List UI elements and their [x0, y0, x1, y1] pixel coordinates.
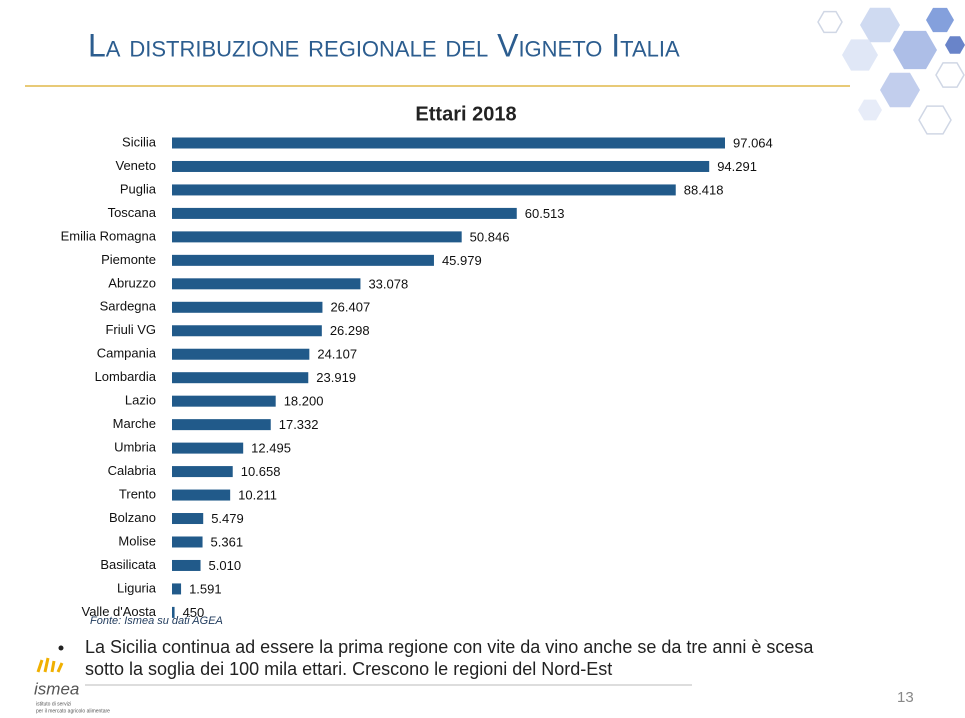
y-tick-label: Sicilia: [122, 134, 157, 149]
value-label: 88.418: [684, 182, 724, 197]
bar: [172, 325, 322, 337]
bar: [172, 231, 462, 243]
logo-tagline: per il mercato agricolo alimentare: [36, 708, 110, 714]
y-tick-label: Molise: [118, 533, 156, 548]
hexagon: [817, 10, 843, 34]
source: Fonte: Ismea su dati AGEA: [90, 615, 223, 627]
value-label: 1.591: [189, 581, 222, 596]
value-label: 5.361: [211, 534, 244, 549]
logo-tagline: istituto di servizi: [36, 701, 71, 707]
value-label: 60.513: [525, 206, 565, 221]
bar: [172, 137, 725, 149]
chart-title: Ettari 2018: [415, 103, 516, 125]
bar: [172, 160, 710, 172]
bar: [172, 442, 244, 454]
y-tick-label: Bolzano: [109, 510, 156, 525]
y-tick-label: Toscana: [108, 205, 157, 220]
y-tick-label: Veneto: [116, 158, 157, 173]
y-tick-label: Lombardia: [95, 369, 157, 384]
bar: [172, 419, 271, 431]
value-label: 450: [183, 605, 205, 620]
page-number: 13: [897, 689, 914, 706]
bar: [172, 207, 517, 219]
y-tick-label: Basilicata: [100, 557, 156, 572]
y-tick-label: Emilia Romagna: [61, 228, 157, 243]
value-label: 50.846: [470, 229, 510, 244]
bar: [172, 395, 276, 407]
bar: [172, 606, 175, 618]
value-label: 5.010: [209, 558, 242, 573]
value-label: 10.658: [241, 464, 281, 479]
y-tick-label: Trento: [119, 486, 156, 501]
y-tick-label: Umbria: [114, 440, 157, 455]
chart: Sicilia 97.064 Veneto 94.291 Puglia 88.418 Tos…: [61, 134, 773, 619]
value-label: 45.979: [442, 253, 482, 268]
bar: [172, 513, 204, 525]
decoration: [817, 7, 965, 135]
y-tick-label: Marche: [113, 416, 156, 431]
y-tick-label: Friuli VG: [105, 322, 156, 337]
bar: [172, 559, 201, 571]
value-label: 12.495: [251, 441, 291, 456]
slide-title: La distribuzione regionale del Vigneto I…: [88, 27, 680, 63]
value-label: 17.332: [279, 417, 319, 432]
y-tick-label: Lazio: [125, 393, 156, 408]
bar: [172, 583, 182, 595]
hexagon: [926, 7, 954, 33]
value-label: 94.291: [717, 159, 757, 174]
bar: [172, 184, 676, 196]
bar: [172, 278, 361, 290]
hexagon: [858, 99, 882, 121]
hexagon: [860, 7, 900, 43]
bar: [172, 372, 309, 384]
hexagon: [893, 30, 937, 70]
logo: ismea istituto di servizi per il mercato…: [34, 657, 110, 714]
y-tick-label: Valle d'Aosta: [81, 604, 156, 619]
hexagon: [945, 36, 965, 54]
bar: [172, 254, 434, 266]
value-label: 26.298: [330, 323, 370, 338]
hexagon: [918, 105, 952, 135]
bullet-line: sotto la soglia dei 100 mila ettari. Cre…: [85, 659, 612, 679]
y-tick-label: Sardegna: [100, 299, 157, 314]
bar: [172, 466, 233, 478]
value-label: 10.211: [238, 487, 277, 502]
hexagon: [935, 62, 965, 88]
logo-mark: [36, 657, 64, 673]
hexagon: [842, 39, 878, 71]
bullet-dot: [58, 645, 64, 651]
bar: [172, 348, 310, 360]
y-tick-label: Campania: [97, 346, 157, 361]
value-label: 26.407: [330, 300, 370, 315]
bullet-line: La Sicilia continua ad essere la prima r…: [85, 637, 814, 657]
y-tick-label: Liguria: [117, 580, 157, 595]
bar: [172, 536, 203, 548]
y-tick-label: Piemonte: [101, 252, 156, 267]
y-tick-label: Puglia: [120, 181, 157, 196]
value-label: 18.200: [284, 394, 324, 409]
logo-name: ismea: [34, 679, 79, 698]
value-label: 5.479: [211, 511, 244, 526]
y-tick-label: Abruzzo: [108, 275, 156, 290]
value-label: 23.919: [316, 370, 356, 385]
y-tick-label: Calabria: [108, 463, 157, 478]
value-label: 97.064: [733, 135, 773, 150]
value-label: 33.078: [368, 276, 408, 291]
hexagon: [880, 72, 920, 108]
bar: [172, 301, 323, 313]
value-label: 24.107: [317, 347, 357, 362]
bar: [172, 489, 231, 501]
